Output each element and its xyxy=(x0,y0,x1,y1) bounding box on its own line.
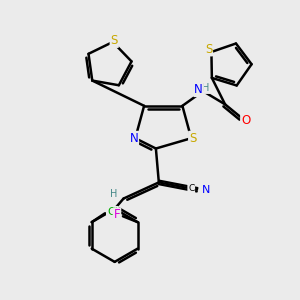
Text: S: S xyxy=(111,34,118,47)
Text: H: H xyxy=(202,83,210,93)
Text: O: O xyxy=(241,114,250,127)
Text: S: S xyxy=(205,43,212,56)
Text: N: N xyxy=(129,132,138,145)
Text: S: S xyxy=(189,132,196,145)
Text: Cl: Cl xyxy=(107,207,118,217)
Text: N: N xyxy=(202,185,210,195)
Text: F: F xyxy=(114,208,120,221)
Text: C: C xyxy=(188,184,194,193)
Text: H: H xyxy=(110,189,117,199)
Text: N: N xyxy=(194,83,203,96)
